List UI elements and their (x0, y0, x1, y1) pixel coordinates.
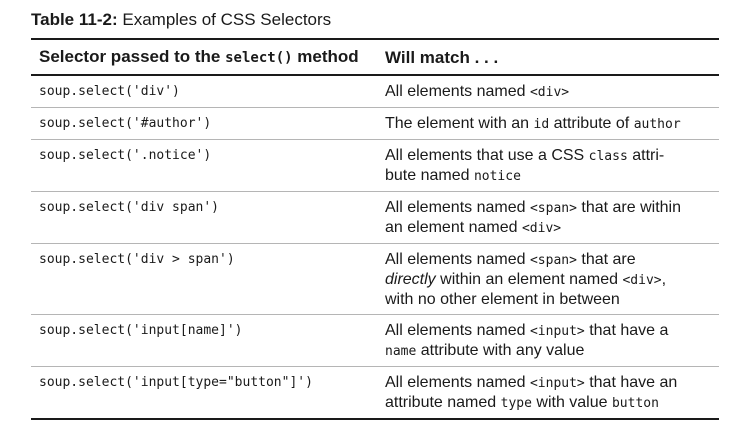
header-selector-suffix: method (292, 47, 359, 66)
match-text: attri- (627, 147, 665, 164)
table-row: soup.select('div') All elements named <d… (31, 75, 719, 108)
table-row: soup.select('input[type="button"]') All … (31, 366, 719, 420)
match-text: that have a (584, 322, 669, 339)
match-code: <input> (529, 376, 585, 391)
match-text: All elements that use a CSS (385, 147, 589, 164)
match-code: notice (473, 169, 521, 184)
match-text: an element named (385, 219, 522, 236)
selector-cell: soup.select('div') (31, 75, 377, 108)
match-text: that are within (576, 199, 681, 216)
selector-cell: soup.select('div span') (31, 191, 377, 244)
table-row: soup.select('input[name]') All elements … (31, 314, 719, 367)
selector-cell: soup.select('input[type="button"]') (31, 366, 377, 420)
match-text: that have an (584, 374, 678, 391)
match-code: <div> (529, 85, 570, 100)
match-text: attribute of (549, 115, 634, 132)
header-will-match: Will match . . . (377, 38, 719, 76)
match-code: <div> (521, 221, 562, 236)
match-code: button (611, 396, 659, 411)
match-code: <span> (529, 253, 577, 268)
selectors-table: Selector passed to the select() method W… (31, 38, 719, 420)
selector-cell: soup.select('input[name]') (31, 314, 377, 367)
match-emphasis: directly (385, 271, 436, 288)
match-text: , (661, 271, 667, 288)
header-selector-prefix: Selector passed to the (39, 47, 226, 66)
table-header-row: Selector passed to the select() method W… (31, 38, 719, 76)
table-row: soup.select('.notice') All elements that… (31, 139, 719, 192)
match-cell: All elements named <div> (377, 75, 719, 108)
match-text: with no other element in between (385, 291, 620, 308)
match-code: name (385, 344, 417, 359)
match-cell: The element with an id attribute of auth… (377, 107, 719, 140)
match-code: class (588, 149, 628, 164)
match-text: All elements named (385, 199, 530, 216)
match-text: All elements named (385, 83, 530, 100)
match-text: attribute with any value (416, 342, 585, 359)
match-code: <span> (529, 201, 577, 216)
match-text: All elements named (385, 374, 530, 391)
match-cell: All elements that use a CSS class attri-… (377, 139, 719, 192)
match-text: bute named (385, 167, 474, 184)
selector-cell: soup.select('#author') (31, 107, 377, 140)
match-code: type (500, 396, 532, 411)
match-cell: All elements named <input> that have an a… (377, 366, 719, 420)
match-cell: All elements named <span> that are withi… (377, 191, 719, 244)
match-code: <input> (529, 324, 585, 339)
table-row: soup.select('div span') All elements nam… (31, 191, 719, 244)
match-code: <div> (622, 273, 662, 288)
table-row: soup.select('#author') The element with … (31, 107, 719, 140)
header-selector-code: select() (225, 50, 293, 66)
match-cell: All elements named <input> that have a na… (377, 314, 719, 367)
match-text: The element with an (385, 115, 534, 132)
selector-cell: soup.select('div > span') (31, 243, 377, 315)
selector-cell: soup.select('.notice') (31, 139, 377, 192)
table-row: soup.select('div > span') All elements n… (31, 243, 719, 315)
match-text: that are (576, 251, 636, 268)
css-selectors-table-figure: Table 11-2: Examples of CSS Selectors Se… (31, 10, 719, 420)
match-text: within an element named (435, 271, 623, 288)
table-caption-label: Table 11-2: (31, 10, 118, 29)
match-code: id (533, 117, 550, 132)
table-caption-text: Examples of CSS Selectors (122, 10, 332, 29)
table-caption: Table 11-2: Examples of CSS Selectors (31, 10, 719, 30)
match-text: All elements named (385, 322, 530, 339)
match-text: All elements named (385, 251, 530, 268)
match-text: attribute named (385, 394, 501, 411)
match-text: with value (531, 394, 612, 411)
match-cell: All elements named <span> that are direct… (377, 243, 719, 315)
header-selector: Selector passed to the select() method (31, 38, 377, 76)
match-code: author (633, 117, 681, 132)
